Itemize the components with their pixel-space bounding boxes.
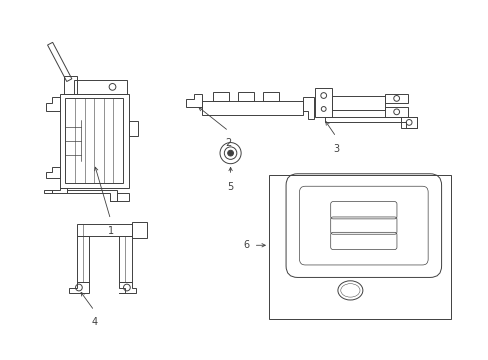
Text: 4: 4 <box>91 317 97 327</box>
Bar <box>268 175 450 319</box>
Bar <box>238 92 253 101</box>
Text: 3: 3 <box>332 144 339 153</box>
Text: 2: 2 <box>225 138 231 148</box>
Bar <box>60 94 128 188</box>
Bar <box>74 80 127 94</box>
Bar <box>332 95 385 110</box>
Bar <box>401 117 416 128</box>
Ellipse shape <box>227 150 233 156</box>
Bar <box>63 76 77 94</box>
Bar <box>385 94 407 103</box>
Bar <box>213 92 228 101</box>
Bar <box>385 107 407 117</box>
Text: 6: 6 <box>243 240 249 250</box>
Bar <box>314 88 332 117</box>
Bar <box>128 121 138 136</box>
Text: 5: 5 <box>227 182 233 192</box>
Bar <box>263 92 278 101</box>
Text: 1: 1 <box>107 226 113 236</box>
Bar <box>131 222 147 238</box>
Bar <box>65 98 123 183</box>
